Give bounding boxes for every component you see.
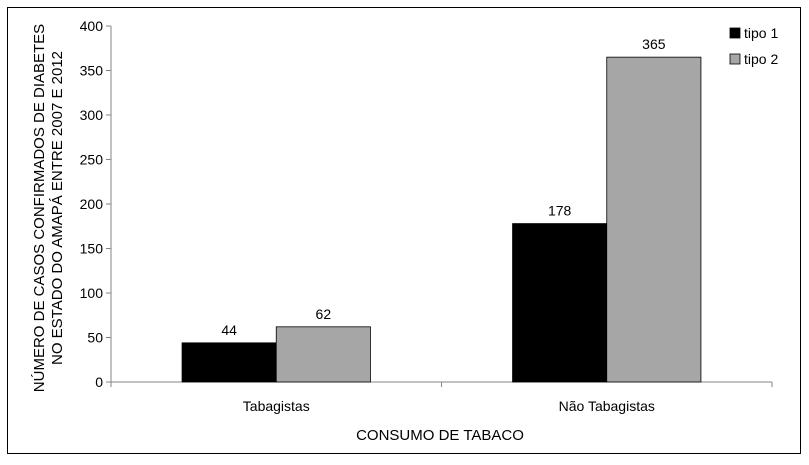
- y-tick-label: 350: [80, 63, 104, 79]
- bar: [606, 56, 702, 383]
- legend-label: tipo 1: [744, 25, 778, 41]
- y-tick-label: 0: [95, 374, 103, 390]
- legend-swatch: [729, 27, 741, 39]
- legend-label: tipo 2: [744, 51, 778, 67]
- x-axis-title: CONSUMO DE TABACO: [356, 427, 524, 444]
- bar: [275, 326, 371, 383]
- legend-swatch: [729, 53, 741, 65]
- y-axis-title-line-1: NÚMERO DE CASOS CONFIRMADOS DE DIABETES: [31, 24, 48, 392]
- y-tick-label: 50: [87, 330, 103, 346]
- y-tick-label: 100: [80, 285, 104, 301]
- bar: [512, 223, 608, 383]
- x-tick-label: Não Tabagistas: [559, 398, 655, 414]
- y-tick-label: 150: [80, 241, 104, 257]
- y-tick-label: 400: [80, 18, 104, 34]
- bar: [181, 342, 277, 383]
- data-label: 178: [548, 203, 572, 219]
- data-label: 365: [642, 36, 666, 52]
- y-axis-title-line-2: NO ESTADO DO AMAPÁ ENTRE 2007 E 2012: [49, 51, 66, 365]
- y-axis-title: NÚMERO DE CASOS CONFIRMADOS DE DIABETES …: [31, 24, 66, 392]
- data-label: 62: [316, 306, 332, 322]
- legend: tipo 1 tipo 2: [729, 25, 778, 67]
- data-label: 44: [221, 322, 237, 338]
- y-tick-label: 300: [80, 107, 104, 123]
- y-tick-label: 200: [80, 196, 104, 212]
- x-tick-label: Tabagistas: [243, 398, 310, 414]
- y-tick-label: 250: [80, 152, 104, 168]
